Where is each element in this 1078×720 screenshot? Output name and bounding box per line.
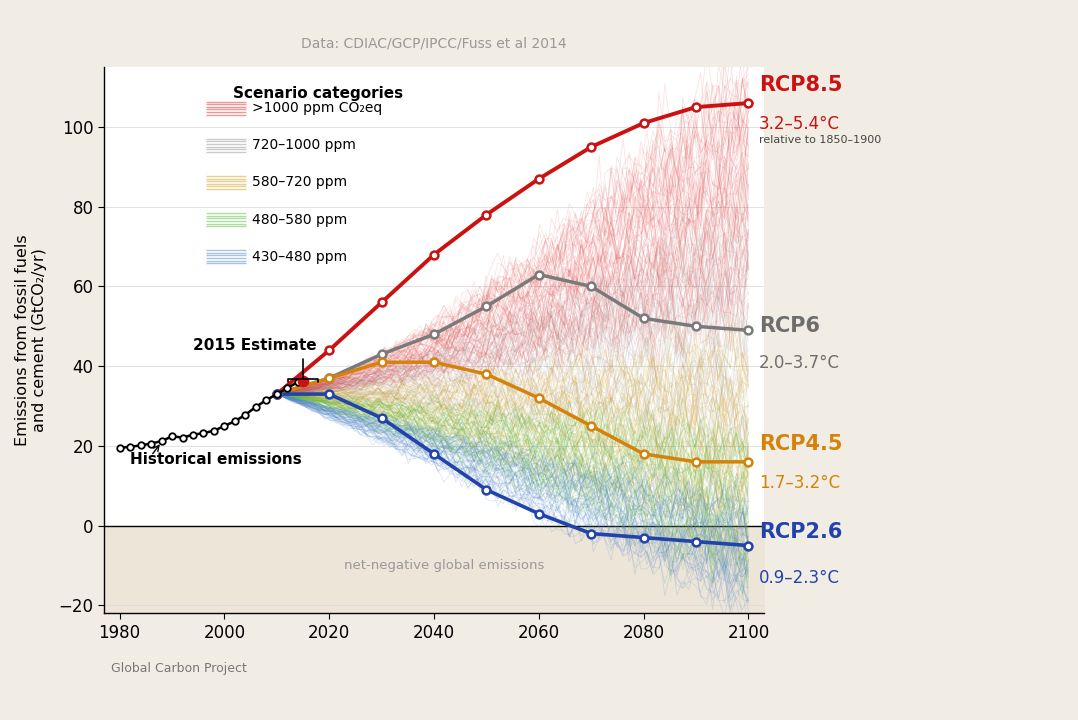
Point — [530, 269, 548, 280]
Text: 720–1000 ppm: 720–1000 ppm — [252, 138, 357, 153]
Point — [478, 301, 495, 312]
Point — [216, 420, 233, 432]
Point — [478, 209, 495, 220]
Text: Data: CDIAC/GCP/IPCC/Fuss et al 2014: Data: CDIAC/GCP/IPCC/Fuss et al 2014 — [301, 37, 567, 51]
Point — [132, 440, 149, 451]
Point — [426, 249, 443, 261]
Point — [582, 420, 599, 432]
Point — [582, 141, 599, 153]
Text: Global Carbon Project: Global Carbon Project — [111, 662, 247, 675]
Text: 430–480 ppm: 430–480 ppm — [252, 250, 347, 264]
Point — [268, 388, 286, 400]
Point — [268, 388, 286, 400]
Text: 0.9–2.3°C: 0.9–2.3°C — [759, 570, 840, 588]
Point — [530, 392, 548, 404]
Point — [320, 372, 337, 384]
Point — [289, 377, 306, 388]
Text: 480–580 ppm: 480–580 ppm — [252, 212, 348, 227]
Point — [426, 356, 443, 368]
Point — [530, 173, 548, 184]
Point — [635, 532, 652, 544]
Text: RCP4.5: RCP4.5 — [759, 434, 842, 454]
Point — [226, 415, 244, 427]
Point — [688, 320, 705, 332]
Text: Scenario categories: Scenario categories — [233, 86, 403, 102]
Text: 580–720 ppm: 580–720 ppm — [252, 176, 347, 189]
Point — [582, 528, 599, 539]
Point — [688, 102, 705, 113]
Text: RCP6: RCP6 — [759, 316, 820, 336]
Point — [122, 441, 139, 452]
Point — [164, 431, 181, 442]
Point — [320, 388, 337, 400]
Point — [258, 395, 275, 406]
Point — [426, 328, 443, 340]
Point — [294, 376, 312, 387]
Point — [237, 409, 254, 420]
Text: >1000 ppm CO₂eq: >1000 ppm CO₂eq — [252, 102, 383, 115]
Point — [142, 438, 160, 449]
Text: net-negative global emissions: net-negative global emissions — [344, 559, 544, 572]
Text: RCP8.5: RCP8.5 — [759, 75, 842, 95]
Y-axis label: Emissions from fossil fuels
and cement (GtCO₂/yr): Emissions from fossil fuels and cement (… — [15, 235, 47, 446]
Text: RCP2.6: RCP2.6 — [759, 521, 842, 541]
Text: 2.0–3.7°C: 2.0–3.7°C — [759, 354, 840, 372]
Point — [320, 344, 337, 356]
Point — [111, 442, 128, 454]
Text: 3.2–5.4°C: 3.2–5.4°C — [759, 115, 840, 133]
Point — [268, 388, 286, 400]
Point — [635, 312, 652, 324]
Point — [740, 456, 757, 467]
Point — [478, 369, 495, 380]
Point — [205, 425, 222, 436]
Point — [426, 448, 443, 459]
Point — [320, 372, 337, 384]
Text: 2015 Estimate: 2015 Estimate — [193, 338, 318, 382]
Text: 1.7–3.2°C: 1.7–3.2°C — [759, 474, 840, 492]
Point — [153, 436, 170, 447]
Point — [268, 388, 286, 400]
Point — [184, 429, 202, 441]
Point — [740, 325, 757, 336]
Point — [635, 117, 652, 129]
Point — [740, 97, 757, 109]
Point — [373, 348, 390, 360]
Point — [268, 388, 286, 400]
Point — [635, 448, 652, 459]
Point — [740, 540, 757, 552]
Point — [247, 401, 264, 413]
Point — [195, 428, 212, 439]
Point — [279, 382, 296, 394]
Point — [688, 536, 705, 547]
Point — [373, 413, 390, 424]
Text: Historical emissions: Historical emissions — [130, 452, 302, 467]
Text: relative to 1850–1900: relative to 1850–1900 — [759, 135, 881, 145]
Point — [530, 508, 548, 519]
Point — [688, 456, 705, 467]
Point — [373, 356, 390, 368]
Point — [174, 432, 191, 444]
Point — [373, 297, 390, 308]
Point — [478, 484, 495, 495]
Point — [582, 281, 599, 292]
